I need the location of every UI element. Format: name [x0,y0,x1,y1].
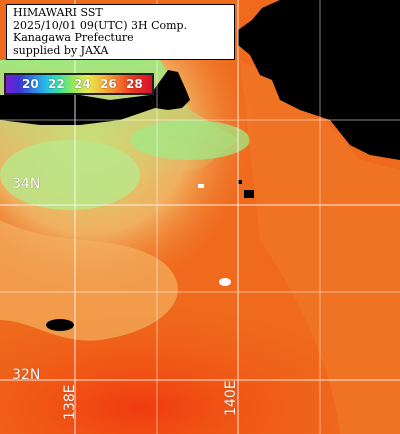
cloud-patch-2 [198,184,204,188]
colorbar-label-24: 24 [74,77,91,91]
info-supplier: supplied by JAXA [13,43,109,57]
island-miyake [244,190,254,198]
land-shizuoka [0,95,155,125]
lon-label-138e: 138E [62,384,78,420]
eddy-warm-swirl [0,220,178,341]
land-izu [150,70,190,110]
colorbar-label-28: 28 [126,77,143,91]
temperature-colorbar: 20 22 24 26 28 [4,73,154,95]
info-box: HIMAWARI SST 2025/10/01 09(UTC) 3H Comp.… [6,4,235,60]
island-hachijojima [46,319,74,331]
info-title: HIMAWARI SST [13,6,103,19]
colorbar-label-22: 22 [48,77,65,91]
land-kanto [0,0,400,160]
info-prefecture: Kanagawa Prefecture [13,31,134,44]
lat-label-32n: 32N [12,367,41,383]
eddy-cool-1 [0,140,140,210]
lon-label-140e: 140E [223,380,239,416]
lat-label-34n: 34N [12,176,41,192]
info-datetime: 2025/10/01 09(UTC) 3H Comp. [13,18,188,32]
cloud-patch-1 [219,278,231,286]
island-kozu [238,180,242,184]
eddy-cool-2 [130,120,250,160]
colorbar-label-20: 20 [22,77,39,91]
colorbar-label-26: 26 [100,77,117,91]
